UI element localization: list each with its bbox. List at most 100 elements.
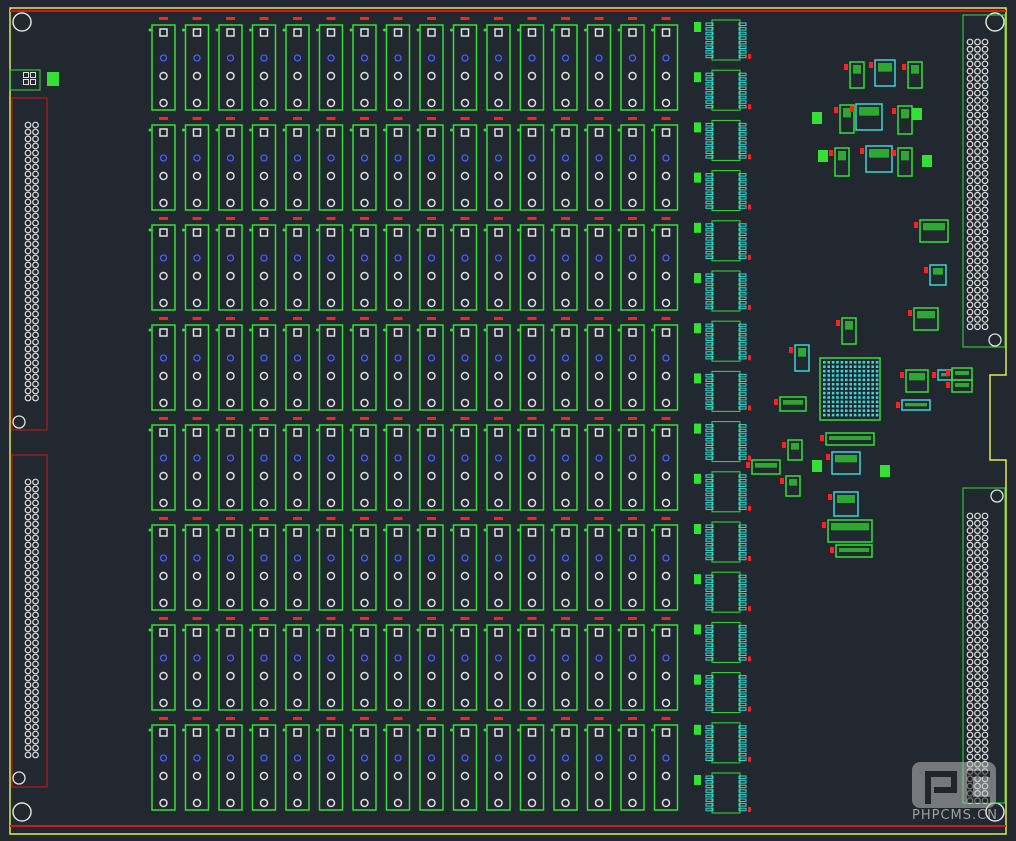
pin1-marker <box>651 728 654 732</box>
pin1-marker <box>316 728 319 732</box>
designator-label <box>360 417 369 420</box>
pad-round <box>494 298 503 308</box>
smd-component <box>850 103 883 131</box>
dip-component <box>349 217 377 311</box>
connector-pin <box>966 294 974 301</box>
smd-pad <box>738 793 747 798</box>
via <box>159 54 168 62</box>
resistor-body <box>912 108 922 120</box>
connector-pin <box>32 275 39 283</box>
bga-ball <box>871 361 874 364</box>
connector-pin <box>981 286 989 294</box>
smd-component <box>830 544 873 558</box>
smd-pad <box>738 524 747 528</box>
designator-label <box>892 150 896 156</box>
pin1-marker <box>584 628 587 632</box>
pad-round <box>594 171 604 181</box>
smd-pad <box>705 675 714 679</box>
component-outline <box>620 424 645 511</box>
pin1-marker <box>416 28 420 32</box>
component-outline <box>251 524 277 611</box>
resistor-body <box>818 150 828 162</box>
pad-round <box>192 371 202 381</box>
via <box>662 254 670 262</box>
component-outline <box>218 24 243 111</box>
pin1-marker <box>584 28 587 32</box>
smd-pad <box>738 752 747 757</box>
dip-component <box>215 717 243 811</box>
via <box>561 354 570 362</box>
connector-pin <box>32 695 39 703</box>
pin1-marker <box>215 28 219 32</box>
component-outline <box>385 524 411 611</box>
pad-round <box>360 671 369 681</box>
via <box>260 554 268 562</box>
connector-pin <box>23 72 29 78</box>
connector-pin <box>974 571 981 578</box>
pad-square <box>561 628 570 637</box>
via <box>360 654 369 662</box>
connector-pin <box>981 527 989 534</box>
connector-pin <box>24 478 32 486</box>
pad-round <box>527 171 537 181</box>
connector-pin <box>32 289 39 297</box>
pad-square <box>527 528 537 537</box>
connector-pin <box>24 317 32 325</box>
connector-pin <box>24 191 32 199</box>
pad-round <box>427 798 436 808</box>
bga-ball <box>867 365 870 368</box>
bga-ball <box>871 391 874 395</box>
pin1-marker <box>182 628 185 632</box>
pad-round <box>393 698 403 708</box>
pad-round <box>192 771 202 781</box>
dip-component <box>450 617 478 711</box>
component-outline <box>218 224 243 311</box>
connector-pin <box>966 75 974 82</box>
pad-round <box>192 98 202 108</box>
pad-round <box>192 198 202 208</box>
bga-ball <box>845 383 848 386</box>
pad-round <box>427 298 436 308</box>
connector-pin <box>24 660 32 668</box>
pin1-marker <box>215 628 219 632</box>
pad-round <box>661 271 671 281</box>
component-outline <box>586 24 612 111</box>
smd-pad <box>705 734 714 738</box>
pad-square <box>494 628 503 637</box>
component-outline <box>553 624 578 711</box>
smd-pad <box>705 191 714 195</box>
pin1-marker <box>148 728 152 732</box>
connector-pin <box>974 636 981 644</box>
smd-pad <box>738 729 747 734</box>
via <box>595 654 603 662</box>
smd-pad <box>835 455 857 463</box>
smd-pad <box>705 250 714 255</box>
connector-pin <box>974 53 981 60</box>
connector-pin <box>24 527 32 535</box>
smd-pad <box>738 588 747 592</box>
via <box>595 554 603 562</box>
dip-component <box>450 717 478 811</box>
designator-label <box>259 617 269 620</box>
component-outline <box>419 724 444 811</box>
via <box>595 254 603 262</box>
dip-component <box>215 17 243 111</box>
designator-label <box>902 64 906 70</box>
bga-ball <box>858 369 861 373</box>
designator-label <box>427 217 436 220</box>
pad-round <box>393 98 403 108</box>
connector-pin <box>966 709 974 717</box>
connector-pin <box>981 53 989 60</box>
pin1-marker <box>617 628 621 632</box>
via <box>628 254 637 262</box>
connector-pin <box>32 387 39 395</box>
pad-square <box>293 428 302 437</box>
connector-pin <box>32 513 39 521</box>
pin1-marker <box>182 28 185 32</box>
pad-square <box>159 628 168 637</box>
pad-round <box>661 471 671 481</box>
smd-pad <box>705 81 714 86</box>
designator-label <box>460 717 470 720</box>
smd-pad <box>738 177 747 182</box>
